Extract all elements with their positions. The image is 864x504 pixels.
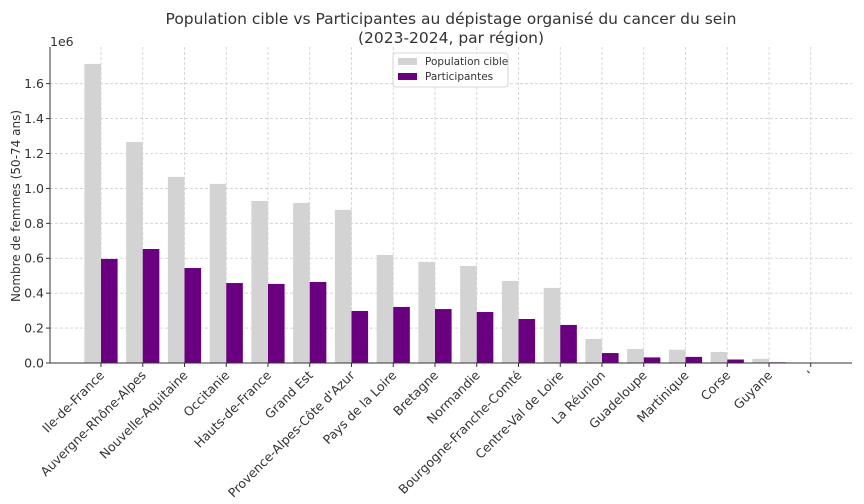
y-tick-label: 1.2 [24,146,44,161]
x-tick-label: ' [804,368,817,381]
bar-population-cible [376,254,394,363]
legend-label-population-cible: Population cible [425,56,508,68]
bar-participantes [476,312,494,363]
chart-title: Population cible vs Participantes au dép… [166,10,737,28]
y-tick-label: 0.4 [24,286,44,301]
bar-population-cible [334,209,352,363]
y-tick-label: 1.6 [24,76,44,91]
bar-participantes [518,319,536,363]
bar-participantes [351,310,369,363]
bar-population-cible [710,352,728,363]
bar-population-cible [501,280,519,363]
y-tick-label: 0.8 [24,216,44,231]
legend-swatch-participantes [398,73,417,80]
y-offset-label: 1e6 [50,34,74,49]
y-tick-label: 1.4 [24,111,44,126]
legend-box [392,52,509,88]
axes [49,47,852,364]
x-ticks: Ile-de-FranceAuvergne-Rhône-AlpesNouvell… [37,363,817,500]
y-tick-label: 0.6 [24,251,44,266]
bar-participantes [643,357,661,363]
bar-population-cible [418,261,435,363]
bar-participantes [727,359,744,363]
bar-population-cible [126,141,143,363]
bar-population-cible [585,338,602,363]
bar-population-cible [543,287,561,363]
legend-label-participantes: Participantes [425,71,493,83]
bar-population-cible [752,358,769,363]
legend-swatch-population-cible [398,58,417,65]
bar-participantes [685,356,703,363]
x-tick-label: Guyane [730,367,775,412]
bar-population-cible [209,183,227,363]
bar-participantes [101,258,118,363]
bar-participantes [393,306,410,363]
bar-participantes [184,268,202,363]
bar-participantes [226,283,243,363]
legend: Population cible Participantes [392,52,509,88]
x-tick-label: Pays de la Loire [320,367,400,447]
bar-population-cible [627,349,644,363]
bar-population-cible [668,349,686,363]
bar-population-cible [167,176,185,363]
bar-participantes [142,248,160,363]
bar-participantes [268,283,285,363]
bar-participantes [435,309,452,363]
bar-population-cible [293,202,310,363]
y-tick-label: 0.0 [24,356,44,371]
bar-population-cible [251,200,268,363]
bar-participantes [309,281,327,363]
y-tick-label: 0.2 [24,321,44,336]
y-ticks: 0.0 0.2 0.4 0.6 0.8 1.0 1.2 1.4 1.6 [24,76,50,371]
bar-participantes [560,324,577,363]
bar-population-cible [460,265,477,363]
x-tick-label: Corse [698,367,734,403]
y-axis-label: Nombre de femmes (50-74 ans) [9,110,23,302]
chart-subtitle: (2023-2024, par région) [358,29,544,47]
x-tick-label: Hauts-de-France [191,367,274,450]
bar-participantes [602,353,619,363]
bar-population-cible [84,63,101,363]
bars [84,63,786,363]
y-tick-label: 1.0 [24,181,44,196]
